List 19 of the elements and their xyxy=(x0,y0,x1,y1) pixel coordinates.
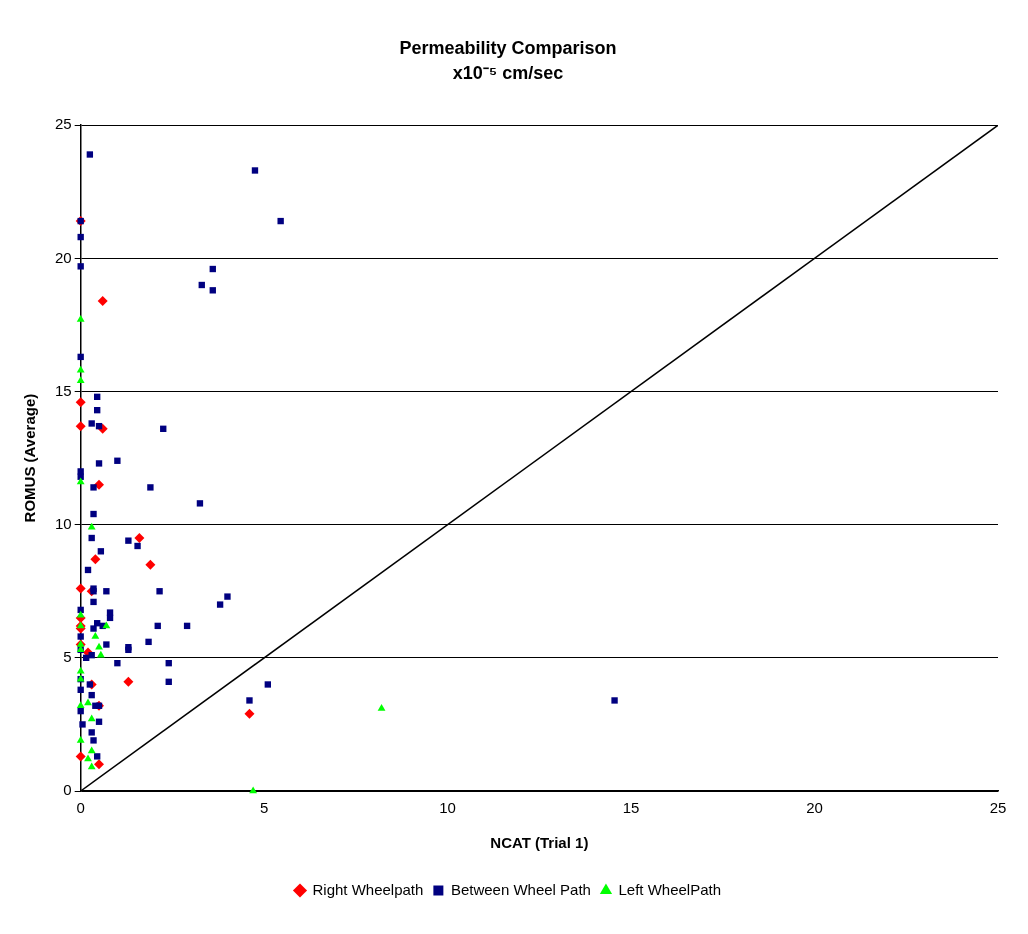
chart-title: Permeability Comparison xyxy=(399,37,617,58)
y-tick-label: 25 xyxy=(55,115,72,133)
x-tick-label: 5 xyxy=(259,799,269,817)
x-axis-title: NCAT (Trial 1) xyxy=(490,834,589,852)
x-tick-label: 10 xyxy=(439,799,456,817)
legend-label: Between Wheel Path xyxy=(450,880,591,898)
y-tick-label: 10 xyxy=(55,514,72,532)
x-tick-label: 25 xyxy=(989,799,1007,817)
y-tick-label: 0 xyxy=(63,781,72,799)
legend-label: Right Wheelpath xyxy=(312,880,424,898)
y-tick-label: 20 xyxy=(55,248,72,266)
x-tick-label: 0 xyxy=(76,799,85,817)
legend-label: Left WheelPath xyxy=(618,880,722,898)
y-tick-label: 5 xyxy=(63,647,72,665)
y-tick-label: 15 xyxy=(55,381,72,399)
y-axis-title: ROMUS (Average) xyxy=(21,393,39,523)
x-tick-label: 15 xyxy=(622,799,640,817)
chart-subtitle: x10⁻⁵ cm/sec xyxy=(452,63,564,84)
x-tick-label: 20 xyxy=(806,799,823,817)
